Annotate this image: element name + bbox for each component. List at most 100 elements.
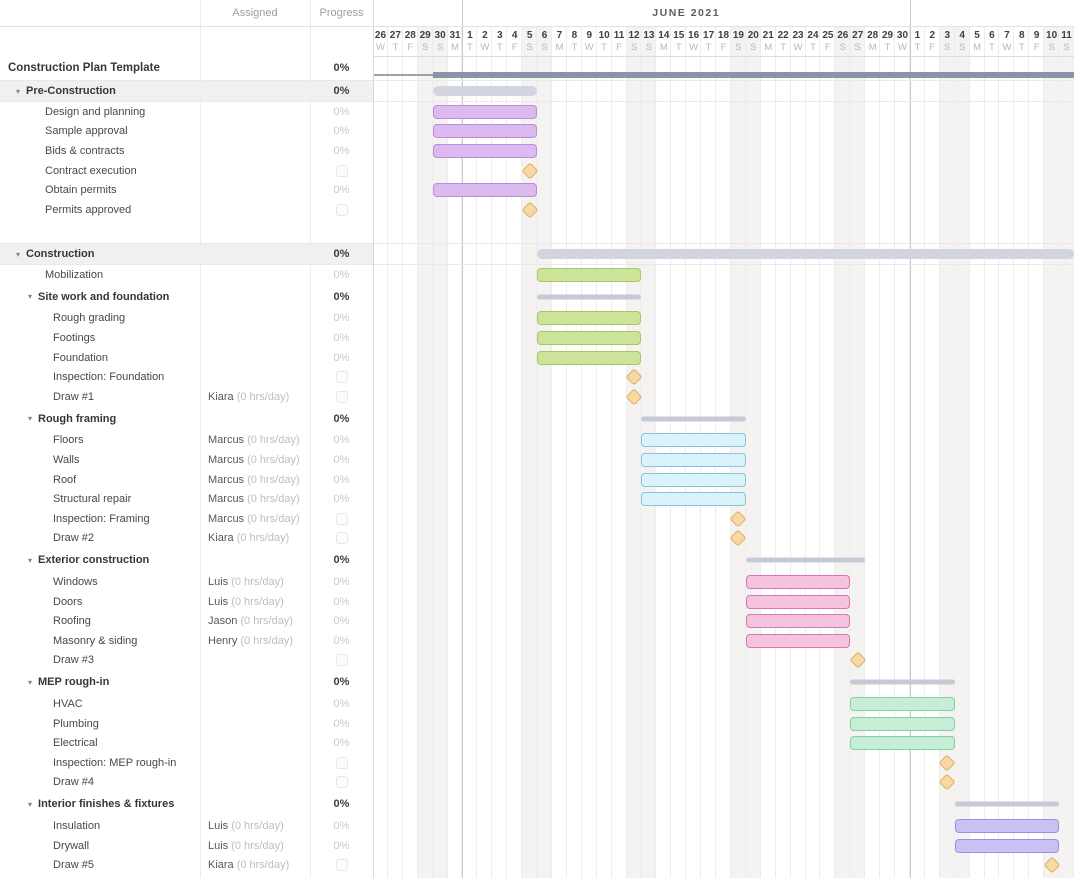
assigned-cell[interactable]: Luis (0 hrs/day) (208, 819, 284, 832)
milestone-diamond[interactable] (849, 651, 867, 669)
task-name-cell[interactable]: Foundation (0, 348, 200, 368)
task-name-cell[interactable]: Draw #1 (0, 387, 200, 407)
progress-cell[interactable] (310, 529, 373, 549)
assigned-cell[interactable]: Kiara (0 hrs/day) (208, 390, 290, 403)
task-name-cell[interactable]: Bids & contracts (0, 141, 200, 161)
progress-cell[interactable] (310, 509, 373, 529)
milestone-diamond[interactable] (729, 529, 747, 547)
gantt-task-bar[interactable] (641, 453, 746, 468)
assigned-cell[interactable]: Marcus (0 hrs/day) (208, 454, 300, 467)
task-name-cell[interactable]: Electrical (0, 733, 200, 753)
gantt-task-bar[interactable] (745, 594, 851, 609)
task-name-cell[interactable]: Inspection: Framing (0, 509, 200, 529)
gantt-task-bar[interactable] (432, 124, 538, 139)
collapse-toggle-icon[interactable]: ▾ (28, 677, 33, 687)
task-name-cell[interactable]: Inspection: MEP rough-in (0, 753, 200, 773)
milestone-diamond[interactable] (625, 368, 643, 386)
gantt-task-bar[interactable] (432, 143, 538, 158)
task-name-cell[interactable]: Inspection: Foundation (0, 367, 200, 387)
collapse-toggle-icon[interactable]: ▾ (16, 249, 21, 259)
progress-checkbox[interactable] (335, 532, 348, 545)
progress-checkbox[interactable] (335, 776, 348, 789)
task-name-cell[interactable]: Windows (0, 572, 200, 592)
task-name-cell[interactable]: Roofing (0, 611, 200, 631)
gantt-task-bar[interactable] (537, 311, 642, 326)
gantt-task-bar[interactable] (850, 736, 955, 751)
progress-checkbox[interactable] (335, 390, 348, 403)
task-name-cell[interactable]: ▾ MEP rough-in (0, 670, 200, 694)
gantt-task-bar[interactable] (641, 433, 746, 448)
assigned-cell[interactable]: Jason (0 hrs/day) (208, 615, 293, 628)
task-name-cell[interactable]: Draw #2 (0, 529, 200, 549)
milestone-diamond[interactable] (521, 201, 539, 219)
progress-cell[interactable] (310, 855, 373, 875)
progress-cell[interactable] (310, 753, 373, 773)
task-name-cell[interactable]: Mobilization (0, 265, 200, 285)
task-name-cell[interactable]: Construction Plan Template (0, 56, 200, 80)
task-name-cell[interactable]: Contract execution (0, 161, 200, 181)
collapse-toggle-icon[interactable]: ▾ (28, 555, 33, 565)
task-name-cell[interactable]: Obtain permits (0, 180, 200, 200)
progress-checkbox[interactable] (335, 859, 348, 872)
progress-cell[interactable] (310, 773, 373, 793)
task-name-cell[interactable]: Insulation (0, 816, 200, 836)
task-name-cell[interactable]: ▾ Site work and foundation (0, 285, 200, 309)
assigned-cell[interactable]: Kiara (0 hrs/day) (208, 532, 290, 545)
milestone-diamond[interactable] (938, 754, 956, 772)
milestone-diamond[interactable] (625, 388, 643, 406)
progress-cell[interactable] (310, 161, 373, 181)
task-name-cell[interactable]: Design and planning (0, 102, 200, 122)
assigned-cell[interactable]: Marcus (0 hrs/day) (208, 512, 300, 525)
collapse-toggle-icon[interactable]: ▾ (28, 292, 33, 302)
task-name-cell[interactable]: ▾ Exterior construction (0, 548, 200, 572)
task-name-cell[interactable]: Roof (0, 470, 200, 490)
task-name-cell[interactable]: Rough grading (0, 309, 200, 329)
task-name-cell[interactable]: ▾ Construction (0, 244, 200, 264)
milestone-diamond[interactable] (521, 162, 539, 180)
gantt-task-bar[interactable] (850, 696, 955, 711)
task-name-cell[interactable]: ▾ Pre-Construction (0, 81, 200, 101)
subphase-summary-bar[interactable] (537, 294, 642, 300)
assigned-cell[interactable]: Henry (0 hrs/day) (208, 634, 293, 647)
task-name-cell[interactable]: Permits approved (0, 200, 200, 220)
gantt-task-bar[interactable] (745, 633, 851, 648)
subphase-summary-bar[interactable] (850, 679, 955, 685)
assigned-cell[interactable]: Luis (0 hrs/day) (208, 595, 284, 608)
assigned-cell[interactable]: Luis (0 hrs/day) (208, 575, 284, 588)
subphase-summary-bar[interactable] (745, 557, 866, 563)
progress-column-header[interactable]: Progress (319, 7, 364, 19)
task-name-cell[interactable]: HVAC (0, 694, 200, 714)
task-name-cell[interactable]: Masonry & siding (0, 631, 200, 651)
task-name-cell[interactable]: ▾ Rough framing (0, 407, 200, 431)
assigned-cell[interactable]: Luis (0 hrs/day) (208, 839, 284, 852)
assigned-cell[interactable]: Marcus (0 hrs/day) (208, 493, 300, 506)
phase-summary-bar[interactable] (432, 86, 538, 96)
task-name-cell[interactable]: Structural repair (0, 489, 200, 509)
progress-checkbox[interactable] (335, 371, 348, 384)
gantt-task-bar[interactable] (537, 350, 642, 365)
milestone-diamond[interactable] (729, 510, 747, 528)
phase-summary-bar[interactable] (537, 249, 1074, 260)
task-name-cell[interactable]: Draw #5 (0, 855, 200, 875)
milestone-diamond[interactable] (938, 773, 956, 791)
project-summary-bar[interactable] (432, 72, 1074, 78)
assigned-cell[interactable]: Kiara (0 hrs/day) (208, 859, 290, 872)
gantt-task-bar[interactable] (954, 838, 1060, 853)
gantt-task-bar[interactable] (641, 492, 746, 507)
progress-checkbox[interactable] (335, 512, 348, 525)
task-name-cell[interactable]: Sample approval (0, 122, 200, 142)
gantt-task-bar[interactable] (745, 574, 851, 589)
gantt-task-bar[interactable] (537, 267, 642, 282)
task-name-cell[interactable]: Plumbing (0, 714, 200, 734)
collapse-toggle-icon[interactable]: ▾ (28, 799, 33, 809)
progress-checkbox[interactable] (335, 654, 348, 667)
progress-cell[interactable] (310, 200, 373, 220)
task-name-cell[interactable]: Walls (0, 450, 200, 470)
task-name-cell[interactable]: Doors (0, 592, 200, 612)
progress-cell[interactable] (310, 651, 373, 671)
gantt-task-bar[interactable] (745, 614, 851, 629)
milestone-diamond[interactable] (1043, 856, 1061, 874)
progress-cell[interactable] (310, 367, 373, 387)
task-name-cell[interactable]: Draw #4 (0, 773, 200, 793)
gantt-task-bar[interactable] (641, 472, 746, 487)
